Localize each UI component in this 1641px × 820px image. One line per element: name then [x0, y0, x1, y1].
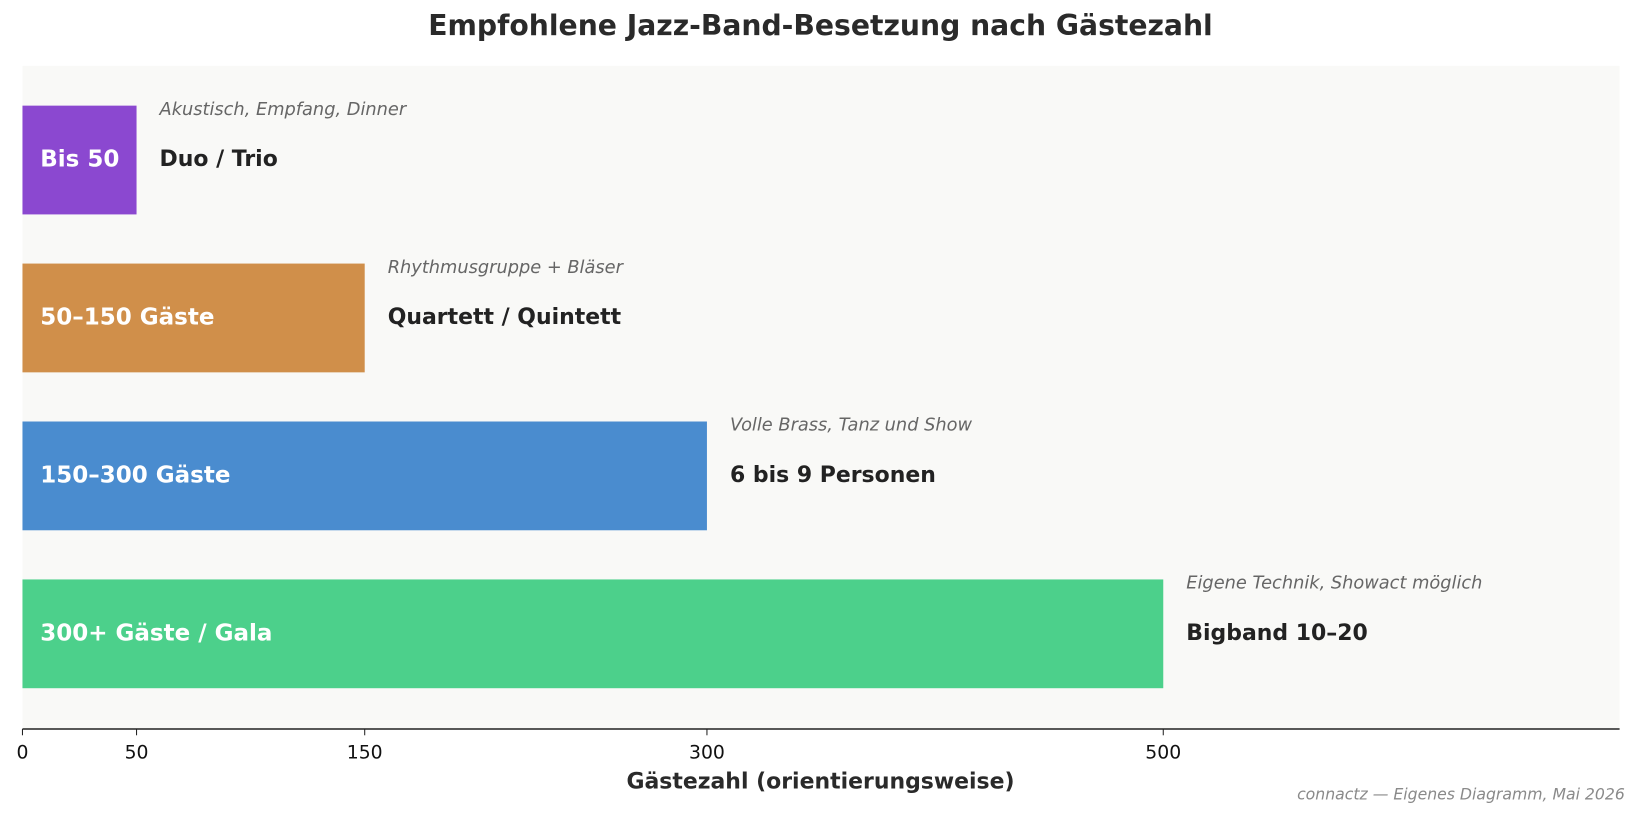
x-tick-label: 500 [1145, 743, 1181, 764]
band-description: Volle Brass, Tanz und Show [730, 415, 973, 436]
bar [22, 263, 365, 373]
bar-category-label: 50–150 Gäste [40, 304, 214, 330]
bar [22, 421, 707, 531]
band-label: Duo / Trio [160, 147, 278, 172]
x-axis-label: Gästezahl (orientierungsweise) [626, 769, 1014, 794]
bar-category-label: Bis 50 [40, 147, 119, 173]
band-label: 6 bis 9 Personen [730, 463, 936, 488]
x-tick-label: 50 [125, 743, 149, 764]
x-tick-label: 0 [16, 743, 28, 764]
x-tick-label: 300 [689, 743, 725, 764]
band-description: Eigene Technik, Showact möglich [1186, 573, 1482, 594]
x-tick-label: 150 [347, 743, 383, 764]
band-description: Rhythmusgruppe + Bläser [388, 257, 625, 278]
bar-category-label: 150–300 Gäste [40, 462, 230, 488]
band-description: Akustisch, Empfang, Dinner [159, 99, 408, 120]
footnote: connactz — Eigenes Diagramm, Mai 2026 [1297, 784, 1625, 803]
band-label: Quartett / Quintett [388, 305, 621, 330]
bar [22, 105, 137, 215]
bar-category-label: 300+ Gäste / Gala [40, 620, 272, 646]
band-label: Bigband 10–20 [1186, 621, 1368, 646]
bar [22, 579, 1164, 689]
chart-title: Empfohlene Jazz-Band-Besetzung nach Gäst… [428, 9, 1212, 42]
